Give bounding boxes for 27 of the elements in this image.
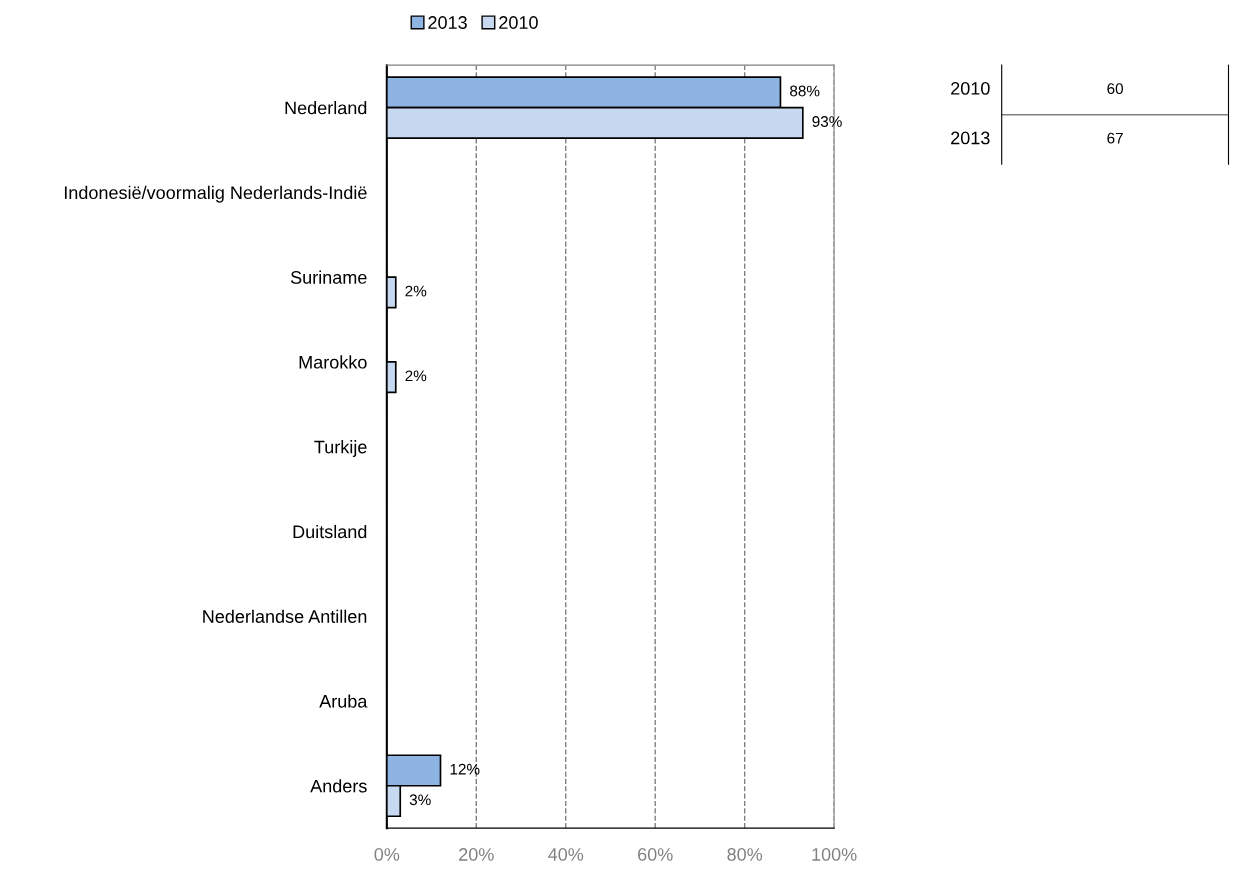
x-tick-label: 40% bbox=[548, 848, 584, 861]
data-label: 3% bbox=[409, 794, 431, 806]
x-tick-label: 60% bbox=[638, 848, 673, 861]
data-label: 2% bbox=[405, 285, 427, 297]
data-label: 12% bbox=[450, 763, 480, 775]
y-tick-label: Marokko bbox=[299, 355, 367, 369]
legend-label: 2013 bbox=[428, 16, 467, 29]
x-tick-label: 80% bbox=[727, 848, 763, 861]
y-tick-label: Nederlandse Antillen bbox=[203, 609, 367, 623]
x-tick-label: 20% bbox=[459, 848, 494, 861]
data-label: 2% bbox=[405, 370, 427, 382]
x-tick-label: 0% bbox=[374, 848, 400, 861]
text: 60 bbox=[1107, 83, 1123, 95]
y-tick-label: Nederland bbox=[285, 101, 367, 115]
text: 2013 bbox=[951, 131, 990, 145]
data-label: 88% bbox=[790, 85, 820, 97]
data-label: 93% bbox=[812, 116, 842, 127]
x-tick-label: 100% bbox=[812, 848, 857, 861]
y-tick-label: Anders bbox=[310, 779, 367, 793]
y-tick-label: Turkije bbox=[314, 440, 367, 457]
y-tick-label: Suriname bbox=[290, 270, 367, 284]
y-tick-label: Aruba bbox=[319, 694, 368, 708]
text: 67 bbox=[1107, 132, 1123, 144]
legend-label: 2010 bbox=[499, 16, 538, 29]
y-tick-label: Duitsland bbox=[293, 524, 367, 539]
text: 2010 bbox=[951, 82, 990, 95]
y-tick-label: Indonesië/voormalig Nederlands-Indië bbox=[64, 185, 367, 203]
